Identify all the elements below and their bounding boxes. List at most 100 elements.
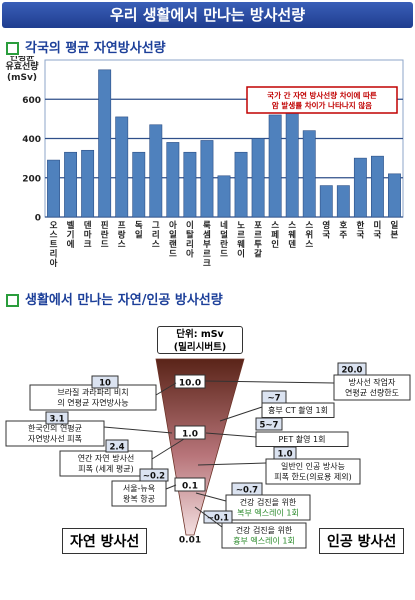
x-tick-label: 르	[237, 231, 245, 241]
dose-entry: 흉부 CT 촬영 1회~7	[219, 390, 335, 422]
x-tick-label: 스	[288, 221, 296, 231]
leader-line	[165, 484, 177, 490]
x-tick-label: 덴	[84, 220, 92, 231]
x-tick-label: 일	[169, 230, 177, 241]
dose-desc-line: 흉부 CT 촬영 1회	[268, 405, 328, 415]
dose-desc-line: 브라질 과라파리 비치	[57, 388, 128, 397]
x-tick-label: 에	[67, 239, 75, 250]
x-tick-label: 영	[322, 220, 330, 231]
x-tick-label: 오	[50, 221, 58, 231]
bar	[268, 114, 282, 218]
x-tick-label: 아	[186, 249, 194, 260]
unit-line-2: (밀리시버트)	[173, 342, 227, 353]
bar	[64, 151, 78, 218]
x-tick-label: 스	[152, 240, 160, 250]
dose-desc-line: 건강 검진을 위한	[236, 525, 293, 535]
x-tick-label: 리	[50, 249, 58, 260]
x-tick-label: 스	[305, 240, 313, 250]
bar	[132, 151, 146, 218]
x-tick-label: 스	[50, 231, 58, 241]
dose-entry: PET 촬영 1회 5~7	[205, 417, 349, 447]
dose-value: 3.1	[49, 415, 64, 425]
x-tick-label: 웨	[288, 230, 296, 241]
dose-value-box	[105, 439, 129, 453]
dose-desc-line: 건강 검진을 위한	[240, 497, 297, 507]
x-tick-label: 프	[118, 221, 126, 231]
x-tick-label: 덴	[288, 239, 296, 250]
leader-line	[219, 406, 263, 422]
x-tick-label: 아	[169, 220, 177, 231]
y-tick-label: 200	[22, 174, 41, 184]
dose-value: 2.4	[109, 443, 124, 453]
x-tick-label: 마	[84, 230, 92, 241]
annotation-line: 국가 간 자연 방사선량 차이에 따른	[267, 90, 377, 100]
dose-value-box	[273, 446, 297, 460]
dose-desc-line: 한국인의 연평균	[28, 423, 82, 433]
dose-value: ~0.1	[207, 514, 229, 524]
x-tick-label: 일	[135, 230, 143, 241]
dose-desc-line: 서울-뉴욕	[123, 484, 155, 493]
bar	[115, 116, 129, 218]
leader-line	[197, 462, 267, 466]
x-tick-label: 랑	[118, 230, 126, 241]
x-tick-label: 국	[356, 231, 364, 241]
cone-value-box	[174, 425, 206, 440]
dose-desc-line: 왕복 항공	[123, 495, 155, 504]
dose-value: 1.0	[277, 450, 292, 460]
dose-value-box	[45, 411, 69, 425]
annotation-text: 국가 간 자연 방사선량 차이에 따른 암 발생률 차이가 나타나지 않음	[267, 90, 377, 110]
dose-value: 20.0	[342, 366, 363, 376]
x-tick-label: 트	[50, 240, 58, 250]
dose-desc-line: 연평균 선량한도	[345, 388, 399, 398]
x-tick-label: 호	[339, 220, 347, 231]
bar	[200, 140, 214, 218]
dose-value-box	[231, 482, 263, 496]
x-tick-label: 인	[271, 239, 279, 250]
dose-value: 10	[99, 379, 111, 389]
leader-line	[195, 492, 227, 502]
bar	[302, 130, 316, 218]
x-tick-label: 덜	[220, 230, 228, 241]
x-tick-label: 크	[203, 259, 211, 269]
dose-value-box	[139, 468, 169, 482]
dose-desc-line: 복부 엑스레이 1회	[237, 508, 299, 518]
x-tick-label: 리	[186, 239, 194, 250]
dose-cone	[155, 358, 245, 536]
dose-desc-line: 일반인 인공 방사능	[281, 461, 345, 471]
x-tick-label: 크	[84, 240, 92, 250]
page-title: 우리 생활에서 만나는 방사선량	[109, 6, 306, 24]
bar	[370, 155, 384, 218]
x-tick-label: 부	[203, 240, 211, 250]
x-tick-label: 스	[305, 221, 313, 231]
cone-value: 0.1	[182, 482, 198, 492]
x-tick-label: 국	[322, 231, 330, 241]
x-tick-label: 란	[220, 239, 228, 250]
x-tick-label: 드	[220, 250, 228, 260]
scale-diagram: 10.0 1.0 0.1 0.01 브라질 과라파리 비치의 연평균 자연방사능 10 한…	[5, 358, 411, 549]
dose-desc-box	[265, 458, 361, 485]
x-tick-label: 드	[101, 240, 109, 250]
x-tick-label: 리	[152, 230, 160, 241]
cone-value: 1.0	[182, 430, 198, 440]
bar	[251, 138, 265, 218]
dose-value-box	[203, 510, 233, 524]
annotation-line: 암 발생률 차이가 나타나지 않음	[272, 100, 372, 110]
dose-desc-line: 의 연평균 자연방사능	[57, 398, 128, 408]
x-tick-label: 페	[271, 230, 279, 241]
x-tick-label: 이	[237, 249, 245, 260]
dose-value-box	[91, 375, 119, 389]
section-header-1: 각국의 평균 자연방사선량	[6, 37, 166, 56]
checkbox-bullet-icon-2	[6, 294, 19, 307]
x-tick-label: 일	[391, 220, 399, 231]
bar	[388, 173, 401, 218]
x-tick-label: 미	[374, 220, 382, 231]
leader-line	[155, 382, 177, 396]
y-axis-label-line: 연평균	[10, 56, 36, 63]
annotation-box	[246, 86, 398, 114]
dose-desc-line: 피폭 한도(의료용 제외)	[274, 472, 352, 482]
